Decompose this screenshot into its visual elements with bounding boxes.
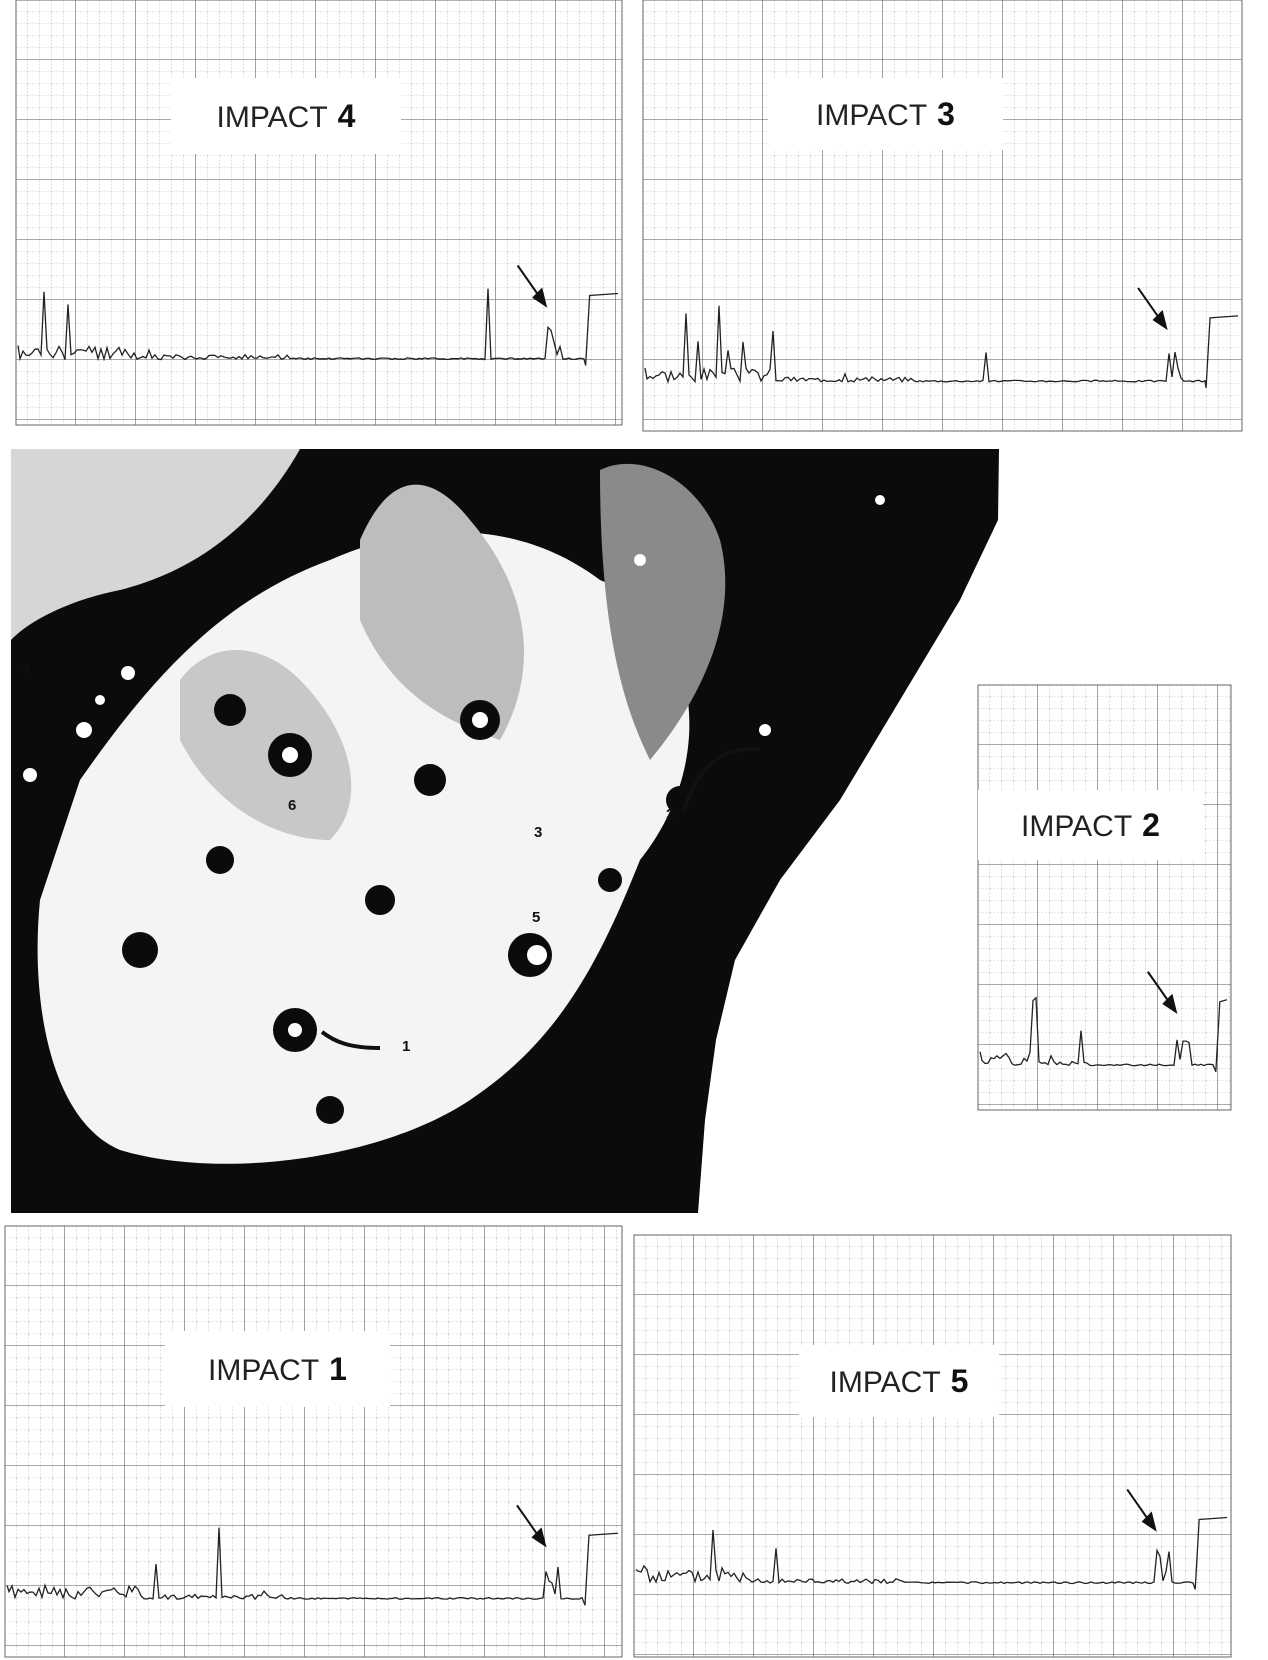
impact-number: 5 [951,1363,969,1399]
graph-paper [4,1225,623,1658]
trace [635,1516,1228,1590]
trace-panel: IMPACT 2 [977,684,1232,1111]
trace-panel: IMPACT 3 [642,0,1243,432]
micrograph-label: 6 [288,797,296,814]
label-box [978,790,1203,860]
label-box [799,1345,999,1417]
graph-paper [642,0,1243,432]
impact-number: 1 [329,1351,347,1387]
impact-label: IMPACT [816,99,927,132]
trace-panel: IMPACT 4 [15,0,623,426]
label-box [171,78,401,154]
trace [17,288,619,366]
panel-title: IMPACT 4 [217,98,356,134]
label-box [768,78,1003,150]
panel-title: IMPACT 5 [830,1363,969,1399]
impact-label: IMPACT [217,101,328,134]
impact-number: 3 [937,96,955,132]
trace [644,305,1239,388]
arrow [516,1504,547,1548]
micrograph-label: 1 [402,1038,410,1055]
label-box [165,1331,390,1407]
arrow [516,264,548,308]
trace-panels: IMPACT 4 IMPACT 3 IMPACT 2 IMPACT 1 IMPACT 5 [4,0,1243,1658]
panel-title: IMPACT 1 [208,1351,347,1387]
trace [6,1527,619,1606]
micrograph-label: 2 [666,806,674,823]
impact-label: IMPACT [1021,810,1132,843]
panel-title: IMPACT 3 [816,96,955,132]
graph-paper [633,1234,1232,1658]
impact-label: IMPACT [208,1354,319,1387]
graph-paper [15,0,623,426]
graph-paper [977,684,1232,1111]
micrograph-label: 3 [534,824,542,841]
micrograph: 1 2 3 5 6 7 [11,449,999,1213]
impact-number: 4 [338,98,356,134]
arrow [1126,1488,1157,1532]
impact-number: 2 [1142,807,1160,843]
arrow [1147,971,1178,1015]
trace [979,996,1228,1072]
trace-panel: IMPACT 1 [4,1225,623,1658]
micrograph-label: 7 [22,661,30,678]
arrow [1137,287,1168,331]
trace-panel: IMPACT 5 [633,1234,1232,1658]
micrograph-label: 5 [532,909,540,926]
impact-label: IMPACT [830,1366,941,1399]
panel-title: IMPACT 2 [1021,807,1160,843]
